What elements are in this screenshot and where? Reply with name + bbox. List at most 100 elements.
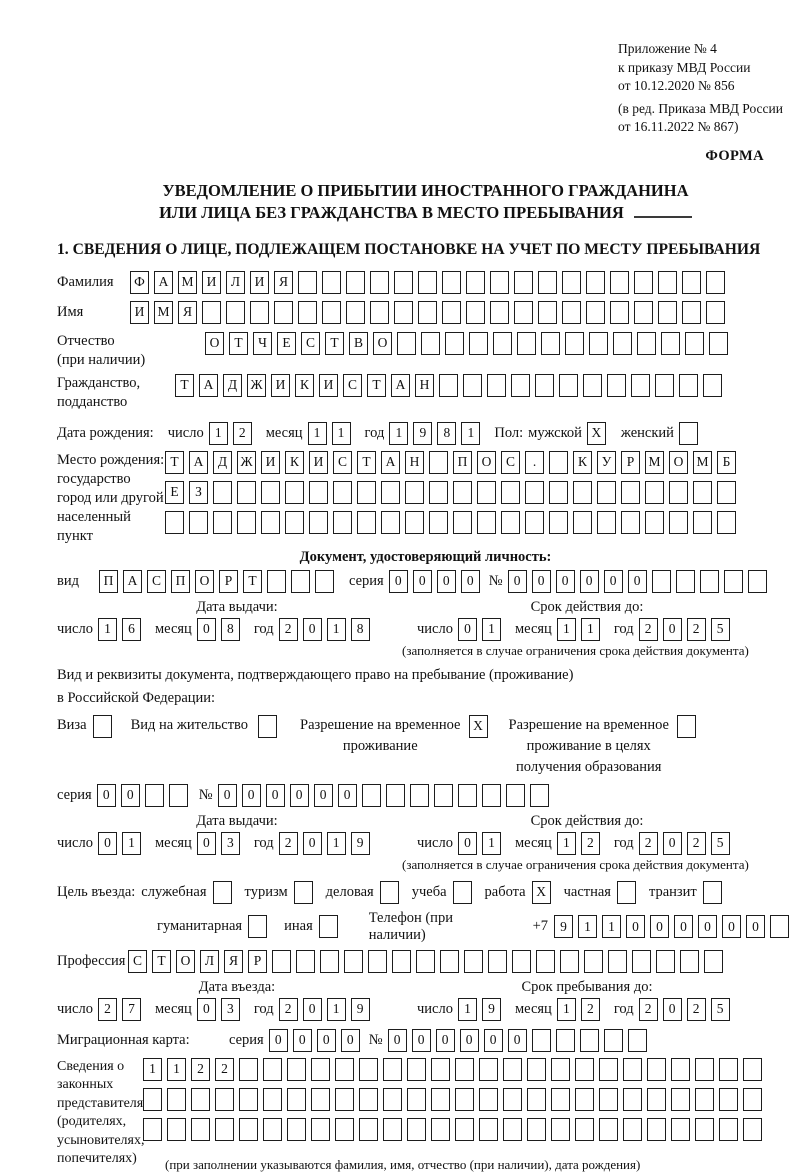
- form-cell: Е: [277, 331, 296, 355]
- form-cell: И: [250, 270, 269, 294]
- form-cell: [607, 373, 626, 397]
- form-cell: 0: [626, 915, 645, 938]
- form-cell: [357, 480, 376, 504]
- form-cell: 1: [326, 997, 346, 1021]
- form-cell: [505, 783, 525, 807]
- form-cell: Е: [165, 480, 184, 504]
- form-cell: [490, 300, 509, 324]
- form-cell: [272, 949, 291, 973]
- title-underline: [633, 215, 692, 218]
- temp-residence-edu-checkbox: [676, 714, 701, 738]
- form-cell: X: [586, 421, 606, 445]
- form-cell: [479, 1057, 498, 1081]
- month-label: месяц: [265, 424, 303, 441]
- form-cell: 1: [121, 831, 141, 855]
- form-cell: [215, 1087, 234, 1111]
- form-cell: [370, 300, 389, 324]
- form-cell: [527, 1057, 546, 1081]
- representatives-cells-row3: [143, 1117, 767, 1141]
- form-cell: [311, 1117, 330, 1141]
- form-title: УВЕДОМЛЕНИЕ О ПРИБЫТИИ ИНОСТРАННОГО ГРАЖ…: [57, 180, 794, 224]
- form-cell: [565, 331, 584, 355]
- form-cell: 0: [650, 915, 669, 938]
- form-cell: 0: [627, 569, 647, 593]
- form-cell: [346, 300, 365, 324]
- form-cell: 0: [436, 569, 456, 593]
- form-cell: [418, 300, 437, 324]
- patronymic-label: Отчество (при наличии): [57, 332, 146, 368]
- form-cell: [397, 331, 416, 355]
- form-cell: 2: [232, 421, 252, 445]
- form-cell: 0: [674, 915, 693, 938]
- form-cell: [318, 915, 338, 938]
- form-cell: [693, 510, 712, 534]
- form-cell: 1: [331, 421, 351, 445]
- form-cell: [237, 480, 256, 504]
- surname-label: Фамилия: [57, 273, 114, 290]
- form-cell: 1: [602, 915, 621, 938]
- form-cell: X: [531, 880, 551, 904]
- form-cell: [599, 1057, 618, 1081]
- form-cell: [191, 1087, 210, 1111]
- stay-series-label: серия: [57, 786, 92, 803]
- stay-valid-note: (заполняется в случае ограничения срока …: [402, 856, 749, 872]
- purpose-tourism-checkbox: [293, 880, 318, 904]
- form-cell: [719, 1117, 738, 1141]
- form-cell: [559, 373, 578, 397]
- form-cell: 0: [746, 915, 765, 938]
- form-cell: [555, 1028, 575, 1052]
- form-cell: 2: [580, 831, 600, 855]
- form-cell: [309, 510, 328, 534]
- temp-residence-checkbox: X: [468, 714, 493, 738]
- form-cell: [487, 373, 506, 397]
- form-cell: [647, 1057, 666, 1081]
- form-cell: [333, 480, 352, 504]
- purpose-business: деловая: [326, 880, 404, 904]
- form-cell: [287, 1117, 306, 1141]
- form-cell: [455, 1057, 474, 1081]
- form-cell: 0: [97, 831, 117, 855]
- form-cell: [346, 270, 365, 294]
- form-cell: 0: [387, 1028, 407, 1052]
- form-cell: 0: [196, 997, 216, 1021]
- form-cell: Ж: [247, 373, 266, 397]
- form-cell: О: [176, 949, 195, 973]
- form-cell: [682, 270, 701, 294]
- form-cell: [463, 373, 482, 397]
- form-cell: [717, 480, 736, 504]
- form-cell: [261, 480, 280, 504]
- temp-residence-option: Разрешение на временное проживание X: [300, 714, 493, 757]
- form-cell: 1: [461, 421, 481, 445]
- form-cell: [560, 949, 579, 973]
- form-cell: 0: [507, 569, 527, 593]
- form-cell: 1: [167, 1057, 186, 1081]
- form-cell: [699, 569, 719, 593]
- form-cell: [583, 373, 602, 397]
- form-cell: 3: [220, 997, 240, 1021]
- form-cell: [536, 949, 555, 973]
- sex-label: Пол:: [494, 424, 524, 441]
- form-cell: 8: [350, 617, 370, 641]
- form-cell: С: [128, 949, 147, 973]
- residence-permit-checkbox: [258, 714, 282, 738]
- purpose-business-checkbox: [379, 880, 404, 904]
- form-cell: 1: [580, 617, 600, 641]
- form-cell: 0: [435, 1028, 455, 1052]
- form-cell: [239, 1057, 258, 1081]
- purpose-work-checkbox: X: [531, 880, 556, 904]
- form-cell: [322, 270, 341, 294]
- form-cell: [394, 300, 413, 324]
- form-cell: О: [477, 450, 496, 474]
- birth-place-cells-row3: [165, 510, 741, 534]
